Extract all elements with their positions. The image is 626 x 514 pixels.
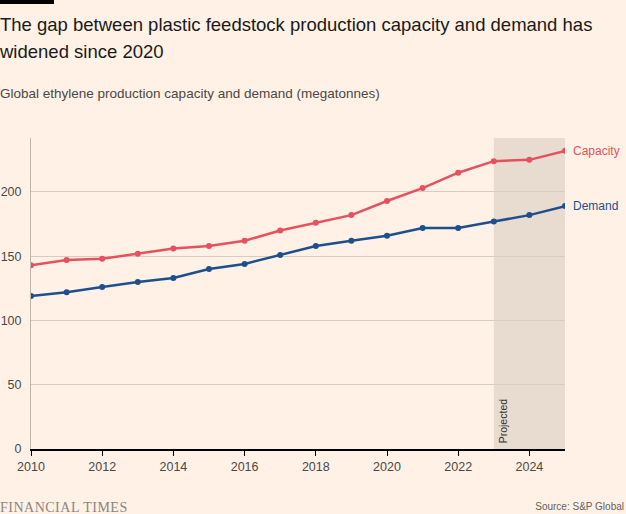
svg-text:50: 50 (8, 378, 22, 392)
svg-text:0: 0 (15, 442, 22, 456)
html-text:Global ethylene production cap: Global ethylene production capacity and … (0, 86, 380, 101)
svg-text:Demand: Demand (573, 199, 618, 213)
svg-text:2024: 2024 (515, 460, 543, 474)
svg-text:2020: 2020 (373, 460, 401, 474)
html-text:Source: S&P Global: Source: S&P Global (535, 501, 624, 512)
svg-text:2022: 2022 (444, 460, 472, 474)
svg-text:2016: 2016 (231, 460, 259, 474)
svg-text:2018: 2018 (302, 460, 330, 474)
html-text:The gap between plastic feedst: The gap between plastic feedstock produc… (0, 14, 593, 62)
svg-text:2010: 2010 (17, 460, 45, 474)
svg-text:Projected: Projected (497, 399, 509, 444)
svg-text:2012: 2012 (88, 460, 116, 474)
svg-text:200: 200 (1, 185, 22, 199)
html-text:FINANCIAL TIMES: FINANCIAL TIMES (0, 500, 128, 514)
svg-text:Capacity: Capacity (573, 144, 620, 158)
svg-text:100: 100 (1, 314, 22, 328)
svg-text:150: 150 (1, 250, 22, 264)
svg-text:2014: 2014 (159, 460, 187, 474)
